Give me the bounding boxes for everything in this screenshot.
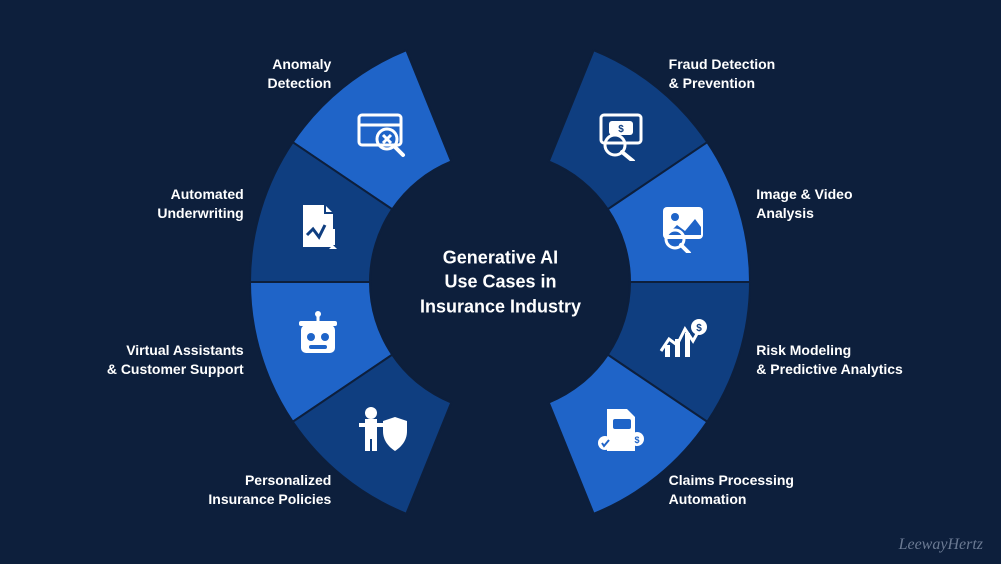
label-fraud-detection: Fraud Detection& Prevention <box>669 55 849 93</box>
label-personalized-policies-line-0: Personalized <box>151 471 331 490</box>
svg-text:$: $ <box>696 323 702 334</box>
label-personalized-policies: PersonalizedInsurance Policies <box>151 471 331 509</box>
infographic-stage: { "canvas": { "width": 1001, "height": 5… <box>0 0 1001 564</box>
label-fraud-detection-line-0: Fraud Detection <box>669 55 849 74</box>
label-image-video: Image & VideoAnalysis <box>756 185 936 223</box>
label-anomaly-detection-line-0: Anomaly <box>151 55 331 74</box>
fraud-icon: $ <box>593 107 647 161</box>
label-claims-processing-line-1: Automation <box>669 490 849 509</box>
center-title: Generative AI Use Cases in Insurance Ind… <box>391 246 611 319</box>
label-virtual-assistants: Virtual Assistants& Customer Support <box>64 341 244 379</box>
label-virtual-assistants-line-0: Virtual Assistants <box>64 341 244 360</box>
label-fraud-detection-line-1: & Prevention <box>669 74 849 93</box>
label-anomaly-detection-line-1: Detection <box>151 74 331 93</box>
robot-icon <box>291 311 345 365</box>
center-line-2: Use Cases in <box>391 270 611 294</box>
label-risk-modeling-line-1: & Predictive Analytics <box>756 360 936 379</box>
claims-icon: $ <box>593 403 647 457</box>
label-automated-underwriting-line-0: Automated <box>64 185 244 204</box>
center-line-1: Generative AI <box>391 246 611 270</box>
label-risk-modeling: Risk Modeling& Predictive Analytics <box>756 341 936 379</box>
label-image-video-line-1: Analysis <box>756 204 936 223</box>
label-automated-underwriting-line-1: Underwriting <box>64 204 244 223</box>
shield-icon <box>353 403 407 457</box>
label-image-video-line-0: Image & Video <box>756 185 936 204</box>
label-anomaly-detection: AnomalyDetection <box>151 55 331 93</box>
attribution: LeewayHertz <box>899 536 983 554</box>
svg-text:$: $ <box>634 435 639 445</box>
label-automated-underwriting: AutomatedUnderwriting <box>64 185 244 223</box>
document-icon <box>291 199 345 253</box>
label-claims-processing-line-0: Claims Processing <box>669 471 849 490</box>
label-risk-modeling-line-0: Risk Modeling <box>756 341 936 360</box>
label-claims-processing: Claims ProcessingAutomation <box>669 471 849 509</box>
label-personalized-policies-line-1: Insurance Policies <box>151 490 331 509</box>
svg-text:$: $ <box>618 124 624 135</box>
image-icon <box>655 199 709 253</box>
anomaly-icon <box>353 107 407 161</box>
label-virtual-assistants-line-1: & Customer Support <box>64 360 244 379</box>
risk-icon: $ <box>655 311 709 365</box>
center-line-3: Insurance Industry <box>391 294 611 318</box>
